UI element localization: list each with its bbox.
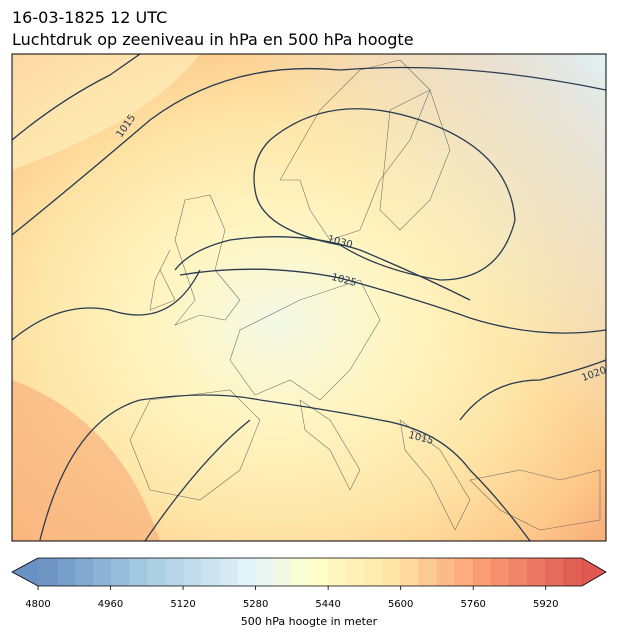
colorbar-segment	[382, 558, 402, 586]
colorbar-segment	[74, 558, 93, 586]
colorbar-segment	[38, 558, 57, 586]
colorbar-segment	[328, 558, 347, 586]
colorbar-segment	[291, 558, 311, 586]
colorbar-segment	[273, 558, 293, 586]
colorbar-tick-label: 5760	[460, 599, 485, 610]
date: 16-03-1825 12 UTC	[12, 8, 168, 27]
colorbar-segment	[563, 558, 583, 586]
colorbar-segment	[436, 558, 456, 586]
colorbar-tick-label: 5920	[533, 599, 558, 610]
colorbar-tick-label: 4960	[98, 599, 123, 610]
colorbar-extend-low	[12, 558, 38, 586]
colorbar-tick-label: 5280	[243, 599, 268, 610]
colorbar-segment	[509, 558, 529, 586]
colorbar-segment	[183, 558, 202, 586]
colorbar-segment	[310, 558, 329, 586]
colorbar-segment	[527, 558, 547, 586]
colorbar-segment	[491, 558, 510, 586]
colorbar-label: 500 hPa hoogte in meter	[241, 615, 378, 628]
colorbar-segment	[110, 558, 130, 586]
colorbar-segment	[364, 558, 384, 586]
colorbar-segment	[146, 558, 166, 586]
map-frame	[11, 53, 607, 542]
colorbar-segment	[219, 558, 238, 586]
colorbar-segment	[400, 558, 420, 586]
isobars	[12, 54, 606, 541]
colorbar-outline	[11, 557, 607, 587]
colorbar-segment	[128, 558, 148, 586]
colorbar-segment	[201, 558, 220, 586]
colorbar-segment	[455, 558, 474, 586]
colorbar-segment	[473, 558, 492, 586]
colorbar: 4800 4960 5120 5280 5440 5600 5760 5920 500 hPa …	[11, 557, 607, 628]
colorbar-segment	[545, 558, 565, 586]
colorbar-segment	[346, 558, 365, 586]
colorbar-segment	[237, 558, 257, 586]
coastlines	[129, 59, 601, 531]
colorbar-tick-label: 5120	[170, 599, 195, 610]
colorbar-tick-label: 5440	[315, 599, 340, 610]
colorbar-segment	[255, 558, 275, 586]
colorbar-tick-label: 5600	[388, 599, 413, 610]
colorbar-segment	[92, 558, 112, 586]
colorbar-segment	[418, 558, 438, 586]
title: Luchtdruk op zeeniveau in hPa en 500 hPa…	[12, 30, 414, 49]
colorbar-segment	[164, 558, 184, 586]
colorbar-extend-high	[582, 558, 606, 586]
colorbar-tick-label: 4800	[25, 599, 50, 610]
colorbar-segment	[56, 558, 75, 586]
